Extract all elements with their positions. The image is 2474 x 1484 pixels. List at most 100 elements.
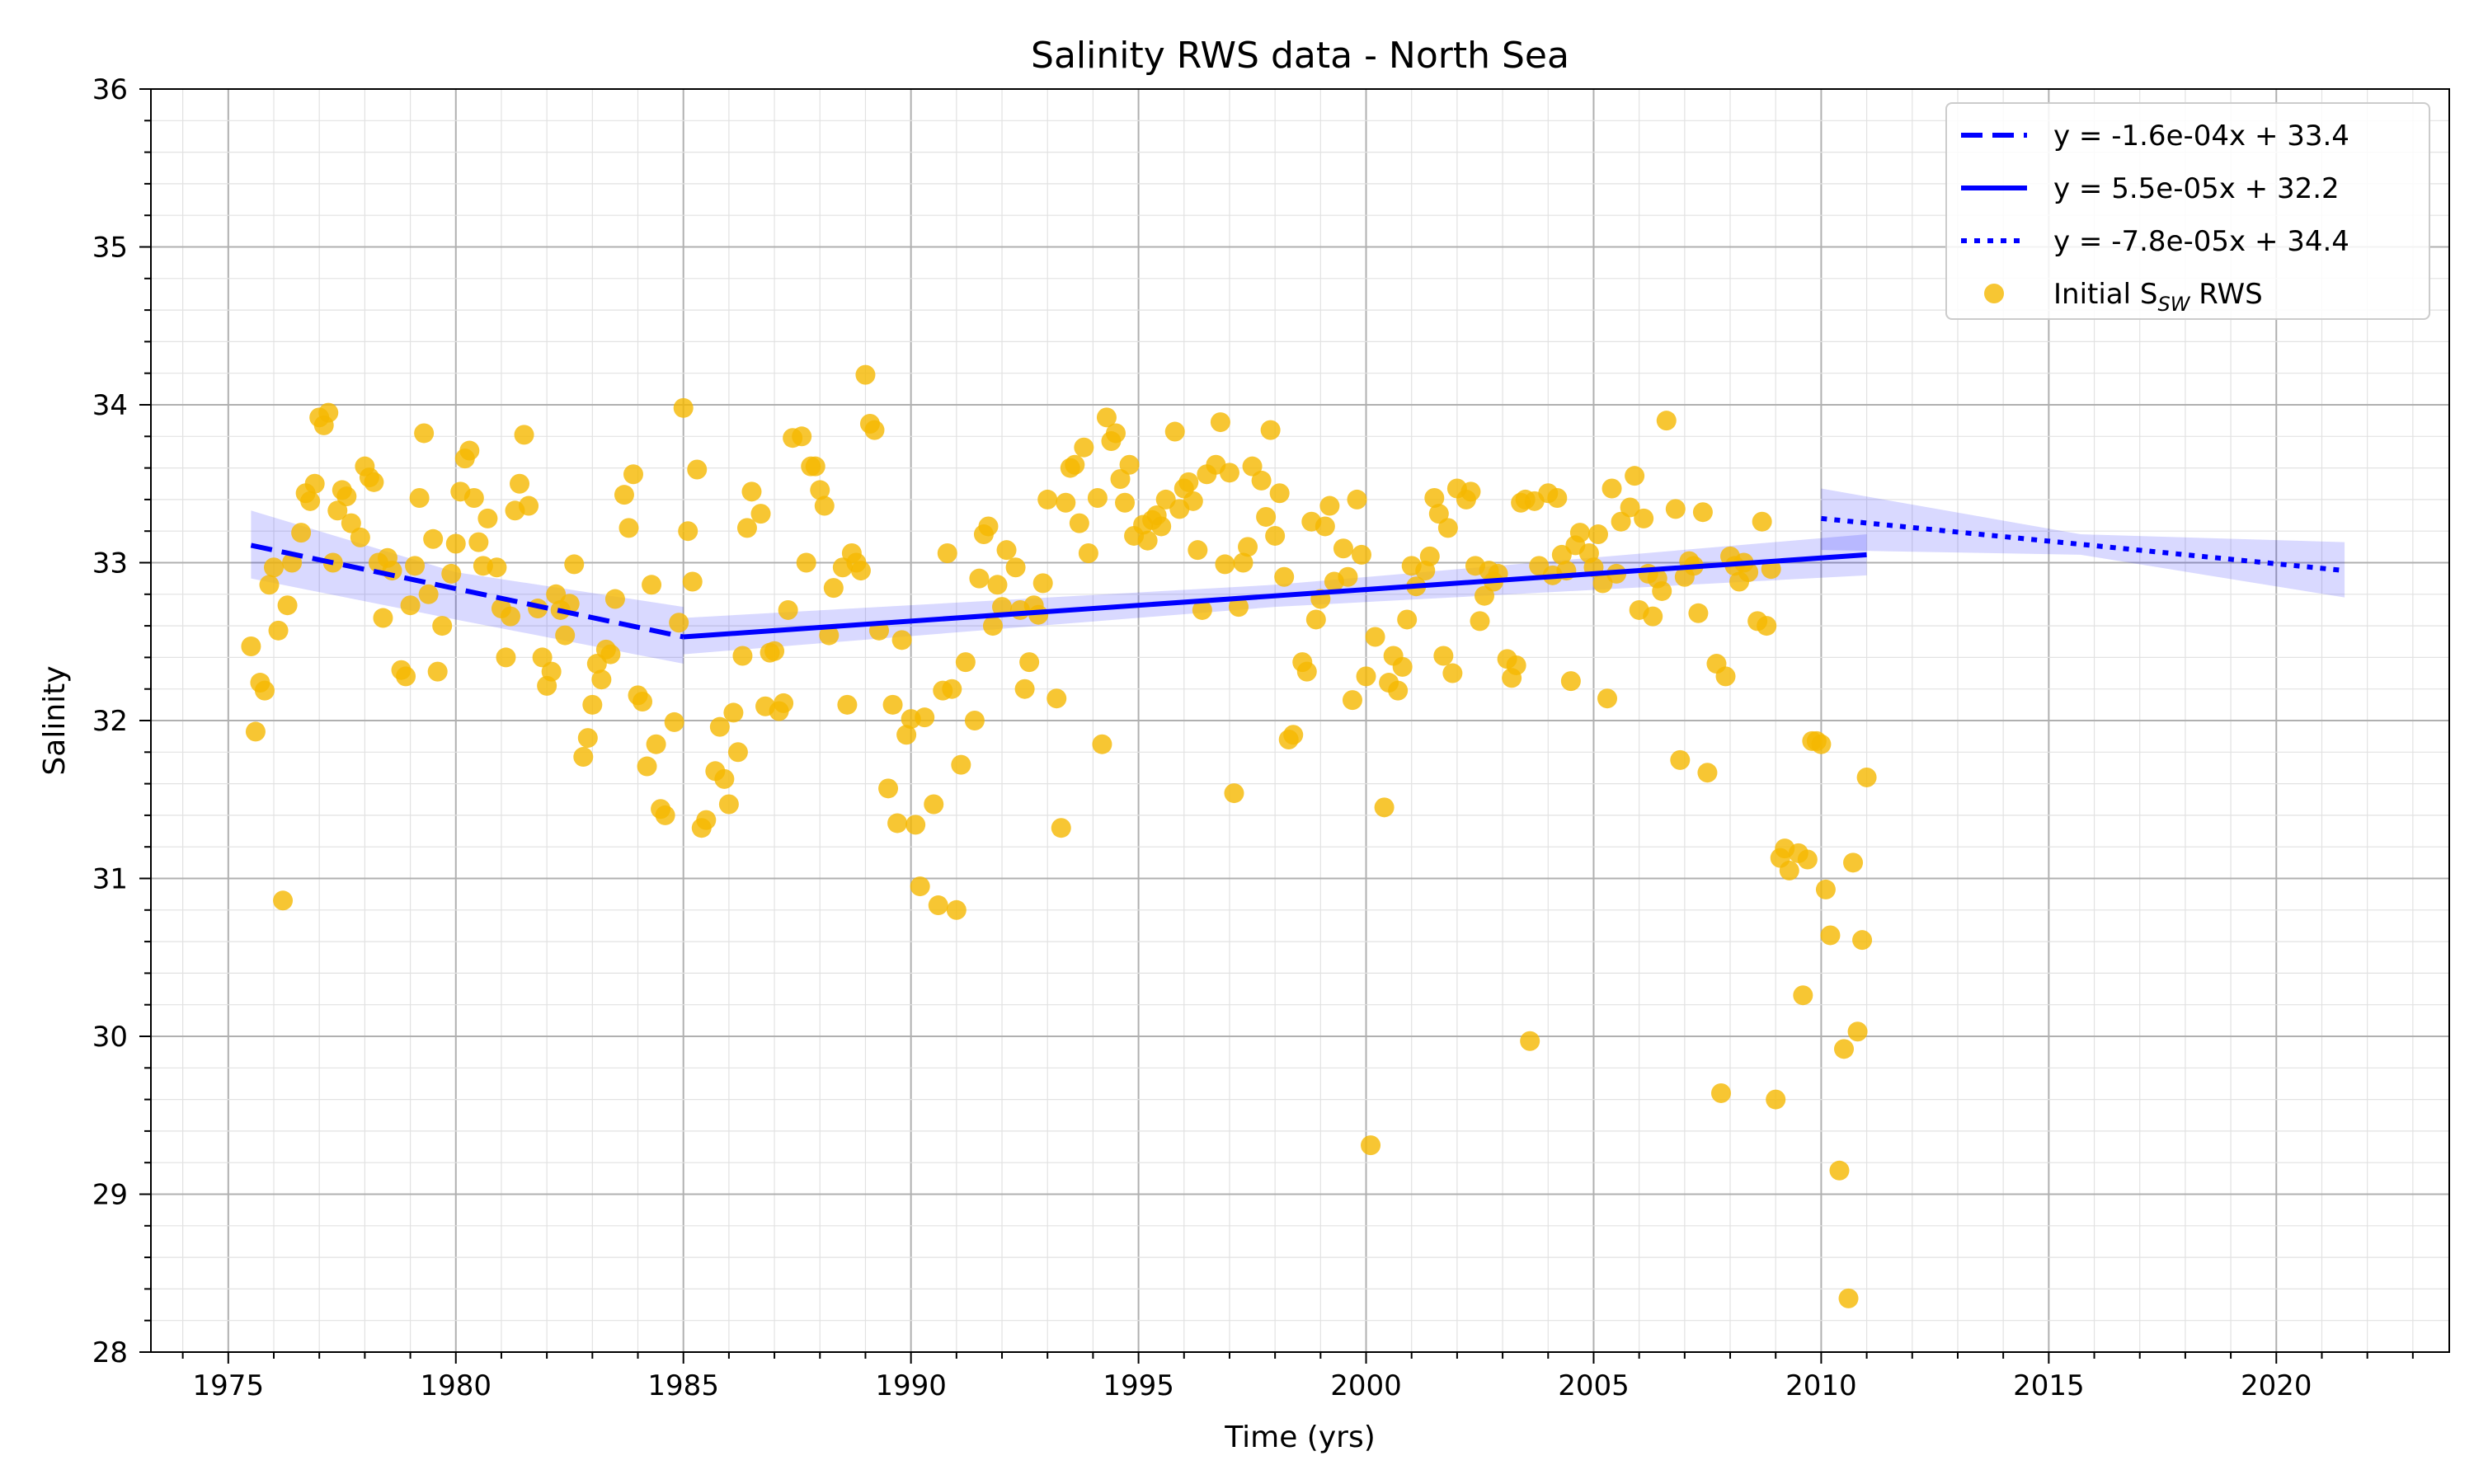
data-point bbox=[441, 563, 462, 584]
data-point bbox=[1852, 930, 1873, 951]
x-tick-label: 2000 bbox=[1330, 1369, 1402, 1402]
data-point bbox=[1333, 538, 1353, 559]
data-point bbox=[655, 805, 675, 825]
data-point bbox=[432, 616, 453, 636]
data-point bbox=[423, 528, 444, 549]
legend-label: Initial SSW RWS bbox=[2053, 278, 2263, 316]
y-tick-label: 32 bbox=[92, 705, 128, 738]
data-point bbox=[1428, 504, 1449, 524]
data-point bbox=[1319, 495, 1340, 516]
data-point bbox=[823, 578, 844, 599]
data-point bbox=[1315, 516, 1335, 537]
data-point bbox=[992, 597, 1013, 618]
legend-box bbox=[1945, 102, 2430, 320]
y-tick-label: 33 bbox=[92, 547, 128, 580]
data-point bbox=[1296, 661, 1317, 682]
x-tick-label: 1975 bbox=[193, 1369, 265, 1402]
data-point bbox=[496, 647, 516, 668]
data-point bbox=[1219, 463, 1239, 483]
data-point bbox=[882, 694, 903, 715]
x-tick-label: 2015 bbox=[2013, 1369, 2085, 1402]
data-point bbox=[1092, 734, 1112, 754]
data-point bbox=[1793, 985, 1813, 1006]
data-point bbox=[1643, 606, 1663, 627]
data-point bbox=[1569, 523, 1590, 543]
data-point bbox=[887, 813, 908, 834]
data-point bbox=[814, 495, 835, 516]
data-point bbox=[774, 693, 794, 713]
data-point bbox=[1361, 1135, 1381, 1156]
y-tick-label: 36 bbox=[92, 73, 128, 106]
data-point bbox=[1520, 1031, 1540, 1051]
data-point bbox=[1115, 492, 1136, 513]
data-point bbox=[1224, 783, 1244, 804]
data-point bbox=[282, 552, 303, 573]
data-point bbox=[1757, 616, 1777, 636]
data-point bbox=[1815, 879, 1836, 899]
data-point bbox=[969, 568, 990, 589]
data-point bbox=[268, 620, 289, 641]
axis-ticks: 1975 1980 1985 1990 1995 2000 2005 2010 2015 2020… bbox=[92, 73, 2414, 1402]
y-tick-label: 30 bbox=[92, 1021, 128, 1054]
data-point bbox=[364, 472, 384, 492]
data-point bbox=[541, 661, 562, 682]
data-point bbox=[350, 527, 370, 547]
data-point bbox=[1051, 818, 1071, 838]
data-point bbox=[878, 778, 899, 799]
legend-swatch-marker bbox=[1984, 284, 2004, 303]
data-point bbox=[1847, 1021, 1868, 1042]
data-point bbox=[1056, 492, 1076, 513]
y-tick-label: 28 bbox=[92, 1336, 128, 1369]
data-point bbox=[1587, 524, 1608, 545]
data-point bbox=[732, 646, 753, 666]
data-point bbox=[1625, 466, 1645, 486]
y-axis-title: Salinity bbox=[38, 665, 72, 775]
data-point bbox=[1656, 411, 1677, 431]
data-point bbox=[718, 794, 739, 815]
data-point bbox=[414, 423, 435, 444]
data-point bbox=[559, 594, 580, 614]
data-point bbox=[618, 518, 639, 538]
data-point bbox=[1419, 546, 1440, 566]
data-point bbox=[510, 473, 530, 494]
legend-label: y = 5.5e-05x + 32.2 bbox=[2053, 172, 2340, 205]
data-point bbox=[1710, 1082, 1731, 1103]
data-point bbox=[1274, 566, 1295, 587]
data-point bbox=[1766, 1089, 1786, 1110]
x-axis-title: Time (yrs) bbox=[1224, 1421, 1376, 1454]
data-point bbox=[1215, 554, 1235, 575]
data-point bbox=[1437, 518, 1458, 538]
data-point bbox=[1137, 530, 1158, 551]
data-point bbox=[741, 481, 762, 502]
data-point bbox=[891, 630, 912, 650]
data-point bbox=[318, 402, 339, 423]
data-point bbox=[633, 692, 653, 712]
y-tick-label: 29 bbox=[92, 1179, 128, 1212]
data-point bbox=[736, 518, 757, 538]
data-point bbox=[1119, 454, 1140, 475]
data-point bbox=[1183, 491, 1203, 511]
data-point bbox=[468, 532, 489, 552]
data-point bbox=[928, 895, 948, 916]
data-point bbox=[254, 680, 275, 701]
data-point bbox=[373, 608, 393, 628]
data-point bbox=[245, 721, 266, 742]
x-tick-label: 2010 bbox=[1785, 1369, 1857, 1402]
data-point bbox=[1032, 573, 1053, 594]
data-point bbox=[682, 571, 703, 592]
data-point bbox=[614, 485, 634, 505]
data-point bbox=[1397, 609, 1418, 630]
data-point bbox=[1087, 487, 1108, 508]
data-point bbox=[1392, 656, 1413, 677]
confidence-band-3 bbox=[1821, 488, 2345, 598]
data-point bbox=[955, 652, 976, 673]
data-point bbox=[678, 521, 698, 542]
data-point bbox=[604, 589, 625, 609]
data-point bbox=[669, 613, 689, 633]
confidence-band-1 bbox=[251, 510, 684, 665]
data-point bbox=[1388, 680, 1409, 701]
data-point bbox=[1665, 499, 1686, 519]
data-point bbox=[277, 595, 298, 616]
data-point bbox=[750, 504, 771, 524]
